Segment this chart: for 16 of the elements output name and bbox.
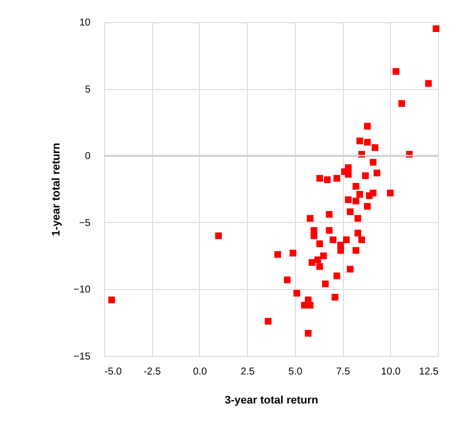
x-tick-label: -5.0 <box>104 366 122 378</box>
x-tick-label: 2.5 <box>240 366 256 378</box>
y-tick-label: 10 <box>79 18 91 28</box>
x-tick-label: 0.0 <box>192 366 208 378</box>
y-tick-label: −5 <box>79 218 91 229</box>
y-tick-label: −10 <box>74 284 91 296</box>
y-axis-title: 1-year total return <box>50 142 63 236</box>
x-tick-label: -2.5 <box>144 366 162 378</box>
x-axis-title: 3-year total return <box>224 394 319 406</box>
y-tick-label: 0 <box>84 151 91 162</box>
x-tick-label: 10.0 <box>381 366 401 378</box>
x-tick-label: 5.0 <box>288 366 303 378</box>
y-tick-label: 5 <box>84 84 91 96</box>
y-tick-label: −15 <box>74 352 91 362</box>
x-tick-label: 12.5 <box>419 366 439 378</box>
x-tick-label: 7.5 <box>336 366 350 378</box>
